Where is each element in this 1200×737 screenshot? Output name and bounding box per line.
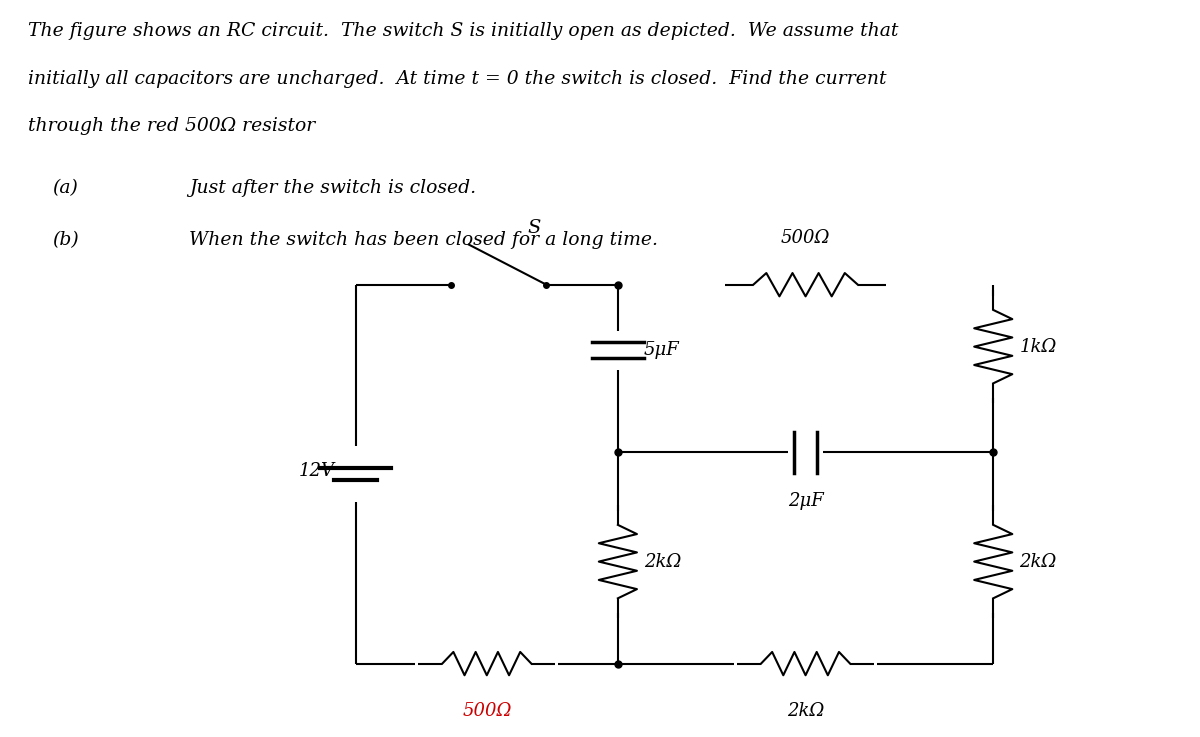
- Text: 2μF: 2μF: [787, 492, 823, 511]
- Text: 12V: 12V: [299, 461, 335, 480]
- Text: (a): (a): [52, 178, 78, 197]
- Text: through the red 500Ω resistor: through the red 500Ω resistor: [28, 117, 316, 135]
- Text: 5μF: 5μF: [644, 341, 680, 359]
- Text: S: S: [528, 220, 541, 237]
- Text: 2kΩ: 2kΩ: [644, 553, 682, 570]
- Text: initially all capacitors are uncharged.  At time t = 0 the switch is closed.  Fi: initially all capacitors are uncharged. …: [28, 70, 887, 88]
- Text: 500Ω: 500Ω: [462, 702, 511, 719]
- Text: 500Ω: 500Ω: [781, 228, 830, 247]
- Text: When the switch has been closed for a long time.: When the switch has been closed for a lo…: [188, 231, 658, 249]
- Text: 2kΩ: 2kΩ: [1020, 553, 1057, 570]
- Text: 2kΩ: 2kΩ: [787, 702, 824, 719]
- Text: (b): (b): [52, 231, 78, 249]
- Text: Just after the switch is closed.: Just after the switch is closed.: [188, 178, 476, 197]
- Text: The figure shows an RC circuit.  The switch S is initially open as depicted.  We: The figure shows an RC circuit. The swit…: [28, 22, 899, 41]
- Text: 1kΩ: 1kΩ: [1020, 338, 1057, 356]
